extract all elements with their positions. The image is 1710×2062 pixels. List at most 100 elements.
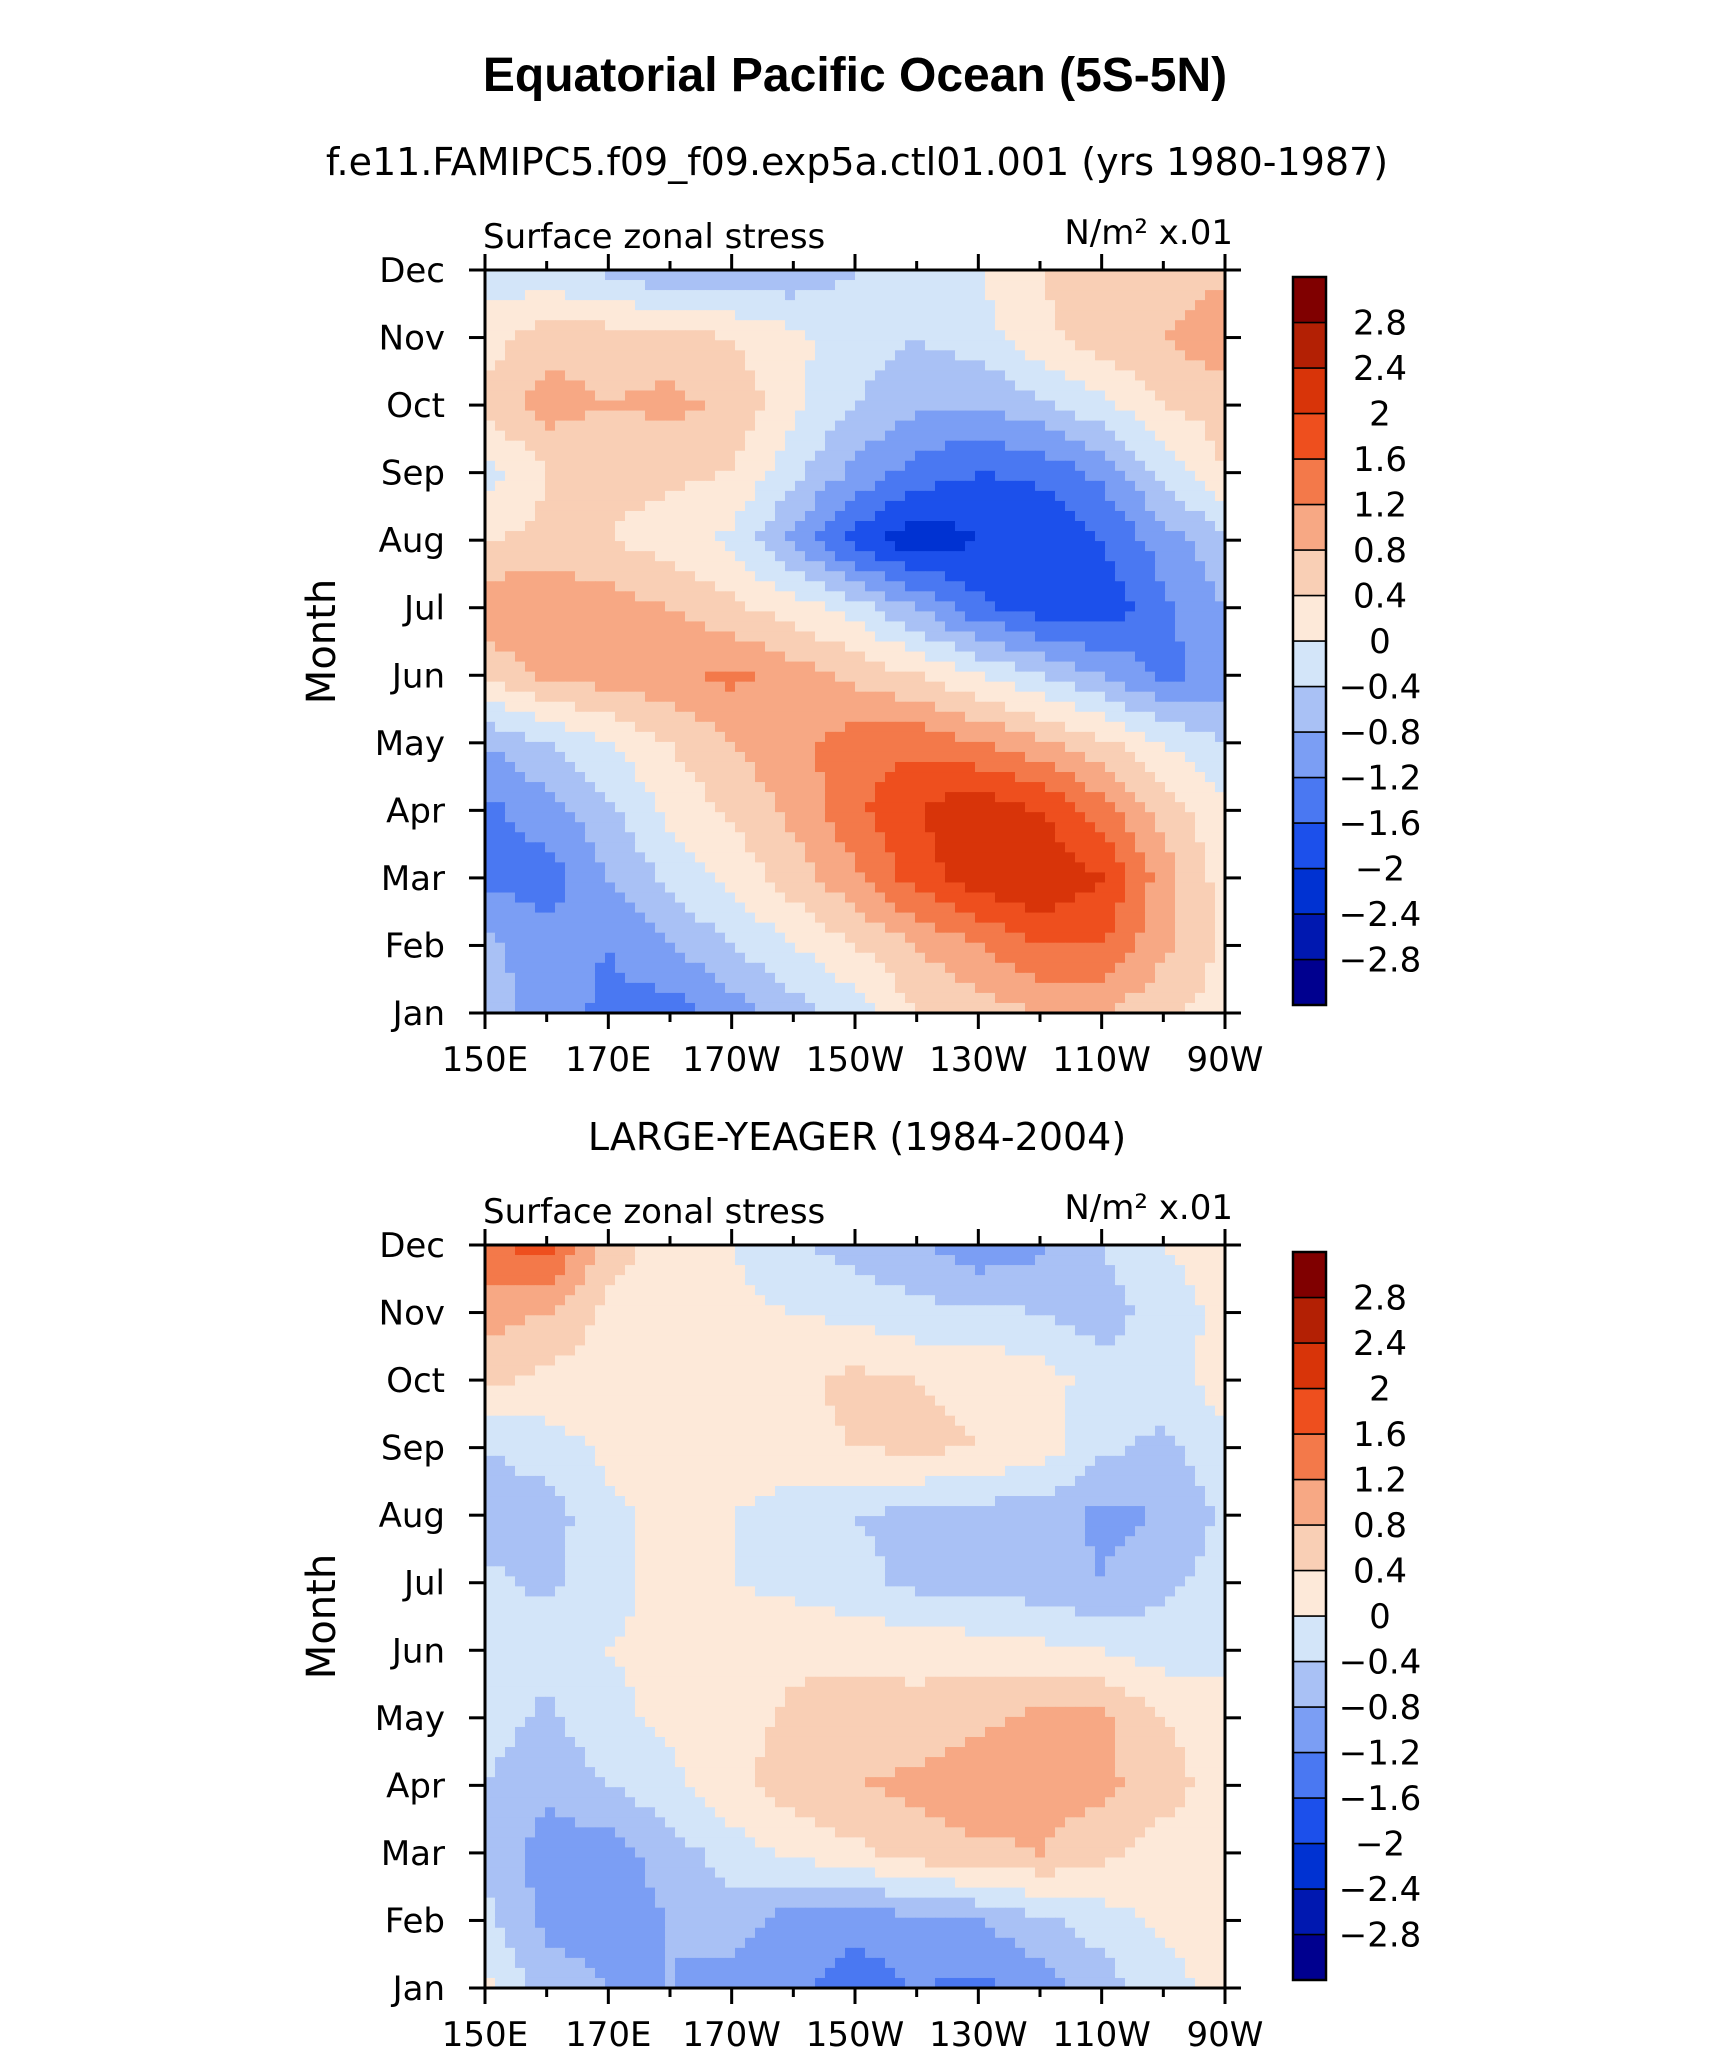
contour-cell [695,330,706,341]
contour-cell [1195,822,1206,833]
contour-cell [595,390,606,402]
contour-cell [1005,761,1016,773]
contour-cell [525,932,536,944]
contour-cell [1015,601,1026,612]
contour-cell [1155,390,1166,402]
contour-cell [1005,500,1016,512]
contour-cell [725,892,736,904]
contour-cell [525,721,536,733]
contour-cell [525,631,536,643]
contour-cell [605,320,616,331]
contour-cell [875,480,886,492]
contour-cell [775,832,786,843]
contour-cell [815,862,826,874]
contour-cell [685,792,696,803]
contour-cell [775,531,786,542]
contour-cell [535,671,546,683]
contour-cell [995,922,1006,934]
contour-cell [1075,862,1086,874]
contour-cell [1215,862,1226,874]
contour-cell [945,300,956,311]
contour-cell [615,882,626,894]
contour-cell [985,872,996,884]
contour-cell [805,300,816,311]
contour-cell [505,571,516,582]
contour-cell [515,822,526,833]
contour-cell [945,521,956,532]
contour-cell [575,741,586,753]
contour-cell [1055,701,1066,713]
contour-cell [825,370,836,382]
contour-cell [795,701,806,713]
contour-cell [775,450,786,462]
contour-cell [925,420,936,432]
contour-cell [865,480,876,492]
contour-cell [855,300,866,311]
contour-cell [1105,380,1116,392]
contour-cell [875,450,886,462]
contour-cell [765,360,776,371]
contour-cell [545,772,556,783]
contour-cell [1145,751,1156,763]
contour-cell [1035,751,1046,763]
contour-cell [595,892,606,904]
contour-cell [585,802,596,813]
contour-cell [845,802,856,813]
contour-cell [855,360,866,371]
contour-cell [845,822,856,833]
contour-cell [935,912,946,924]
contour-cell [1215,490,1226,502]
contour-cell [625,410,636,422]
contour-cell [1095,912,1106,924]
contour-cell [995,280,1006,291]
contour-cell [1205,842,1216,853]
contour-cell [985,922,996,934]
contour-cell [645,571,656,582]
contour-cell [965,531,976,542]
contour-cell [765,671,776,683]
contour-cell [1005,631,1016,643]
contour-cell [485,541,496,552]
contour-cell [1085,761,1096,773]
contour-cell [485,350,496,361]
contour-cell [1035,290,1046,301]
contour-cell [1065,701,1076,713]
contour-cell [1165,932,1176,944]
contour-cell [645,731,656,743]
contour-cell [1055,812,1066,823]
contour-cell [1115,761,1126,773]
contour-cell [895,711,906,723]
contour-cell [485,400,496,412]
contour-cell [505,912,516,924]
contour-cell [835,561,846,572]
contour-cell [735,832,746,843]
contour-cell [525,430,536,442]
contour-cell [1065,932,1076,944]
chart-panel-1: f.e11.FAMIPC5.f09_f09.exp5a.ctl01.001 (y… [299,140,1421,1080]
contour-cell [715,611,726,623]
contour-cell [1195,320,1206,331]
contour-cell [1125,872,1136,884]
contour-cell [575,822,586,833]
contour-cell [885,541,896,552]
contour-cell [755,741,766,753]
contour-cell [765,270,776,281]
contour-cell [805,822,816,833]
contour-cell [1045,330,1056,341]
contour-cell [955,420,966,432]
contour-cell [485,852,496,863]
contour-cell [1065,832,1076,843]
contour-cell [695,932,706,944]
contour-cell [815,480,826,492]
contour-cell [735,761,746,773]
contour-cell [785,611,796,623]
contour-cell [595,330,606,341]
contour-cell [485,721,496,733]
contour-cell [655,571,666,582]
contour-cell [555,310,566,321]
contour-cell [555,440,566,452]
contour-cell [675,320,686,331]
contour-cell [715,691,726,703]
contour-cell [755,270,766,281]
contour-cell [655,671,666,683]
